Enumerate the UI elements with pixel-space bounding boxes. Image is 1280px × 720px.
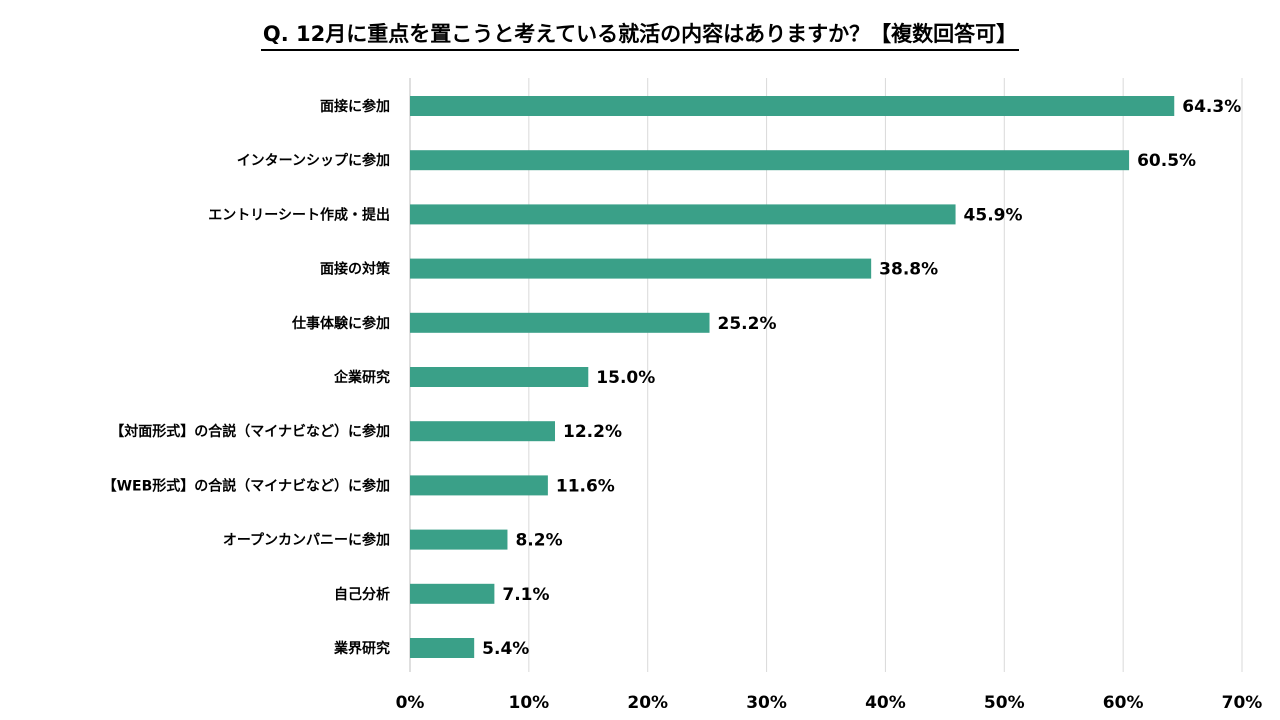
category-label: インターンシップに参加 — [237, 152, 390, 169]
bar — [410, 96, 1175, 116]
data-label: 8.2% — [515, 531, 562, 551]
x-tick-label: 30% — [746, 693, 787, 713]
category-label: 企業研究 — [333, 369, 390, 386]
x-tick-label: 0% — [396, 693, 425, 713]
data-label: 60.5% — [1137, 151, 1196, 171]
category-label: 業界研究 — [333, 640, 390, 657]
x-tick-label: 40% — [865, 693, 906, 713]
category-label: 面接の対策 — [320, 261, 391, 278]
bar — [410, 583, 495, 604]
chart-title: Q. 12月に重点を置こうと考えている就活の内容はありますか？【複数回答可】 — [0, 18, 1280, 51]
bar — [410, 312, 710, 333]
bar — [410, 475, 548, 496]
data-label: 12.2% — [563, 422, 622, 442]
data-label: 45.9% — [964, 205, 1023, 225]
category-label: 【対面形式】の合説（マイナビなど）に参加 — [110, 423, 390, 440]
bar — [410, 529, 508, 550]
bar — [410, 204, 956, 225]
bar — [410, 421, 556, 442]
bar — [410, 367, 589, 387]
data-label: 5.4% — [482, 639, 529, 659]
category-label: 仕事体験に参加 — [291, 315, 390, 332]
bars — [410, 96, 1175, 658]
x-tick-label: 70% — [1222, 693, 1263, 713]
chart-title-text: Q. 12月に重点を置こうと考えている就活の内容はありますか？【複数回答可】 — [260, 18, 1020, 51]
category-label: 自己分析 — [334, 586, 390, 603]
x-tick-label: 60% — [1103, 693, 1144, 713]
bar — [410, 638, 475, 658]
data-label: 7.1% — [502, 585, 549, 605]
data-label: 11.6% — [556, 476, 615, 496]
gridlines — [409, 78, 1243, 672]
data-label: 38.8% — [879, 260, 938, 280]
category-label: エントリーシート作成・提出 — [208, 206, 390, 223]
bar — [410, 150, 1130, 171]
data-label: 64.3% — [1182, 97, 1241, 117]
data-label: 25.2% — [718, 314, 777, 334]
labels: 0% 10% 20% 30% 40% 50% 60% 70% 面接に参加 64.3% インターンシッ… — [103, 97, 1263, 713]
category-label: 面接に参加 — [320, 98, 390, 115]
category-label: オープンカンパニーに参加 — [223, 532, 390, 549]
data-label: 15.0% — [596, 368, 655, 388]
category-label: 【WEB形式】の合説（マイナビなど）に参加 — [103, 477, 390, 494]
x-tick-label: 50% — [984, 693, 1025, 713]
bar — [410, 258, 872, 279]
x-tick-label: 20% — [627, 693, 668, 713]
x-tick-label: 10% — [509, 693, 550, 713]
